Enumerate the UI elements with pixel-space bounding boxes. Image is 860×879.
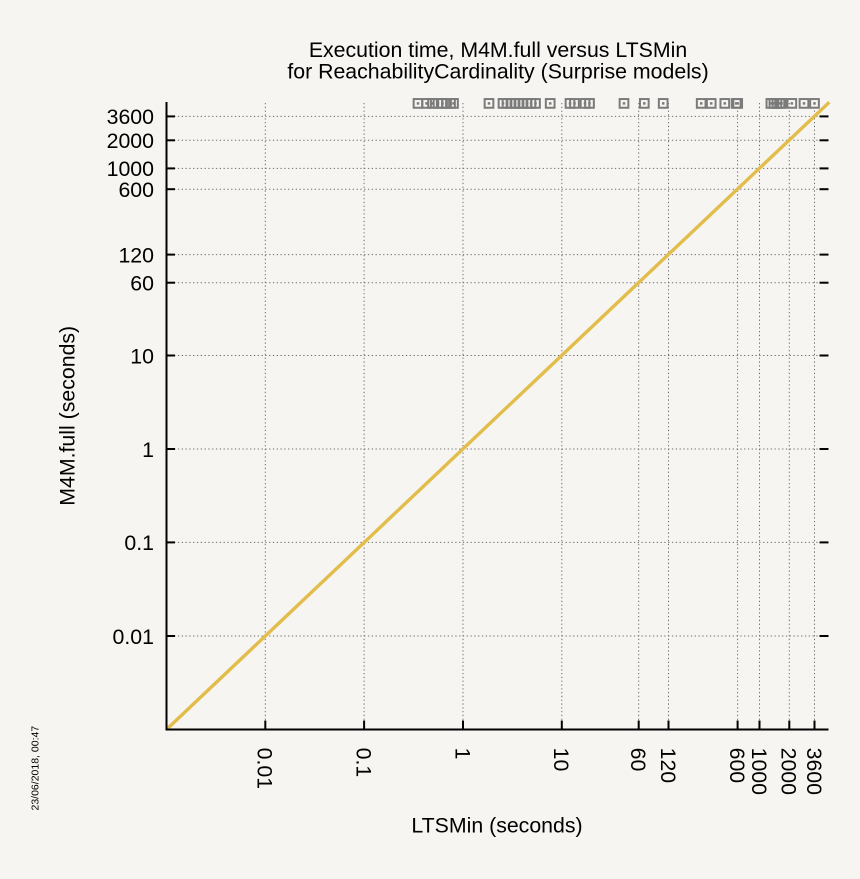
- svg-text:60: 60: [626, 748, 650, 772]
- svg-text:120: 120: [118, 243, 154, 267]
- svg-text:for ReachabilityCardinality (S: for ReachabilityCardinality (Surprise mo…: [287, 60, 708, 84]
- svg-text:2000: 2000: [107, 129, 155, 153]
- svg-text:600: 600: [118, 178, 154, 202]
- svg-text:0.1: 0.1: [124, 531, 154, 555]
- svg-text:2000: 2000: [777, 748, 801, 796]
- svg-text:LTSMin (seconds): LTSMin (seconds): [411, 814, 582, 838]
- svg-text:Execution time, M4M.full versu: Execution time, M4M.full versus LTSMin: [309, 38, 687, 62]
- svg-text:1000: 1000: [747, 748, 771, 796]
- svg-text:1: 1: [450, 748, 474, 760]
- svg-text:10: 10: [130, 344, 154, 368]
- svg-text:600: 600: [725, 748, 749, 784]
- svg-text:60: 60: [130, 272, 154, 296]
- svg-text:3600: 3600: [107, 105, 155, 129]
- svg-text:23/06/2018, 00:47: 23/06/2018, 00:47: [29, 726, 41, 811]
- svg-text:1000: 1000: [107, 157, 155, 181]
- svg-text:0.01: 0.01: [253, 748, 277, 789]
- svg-text:1: 1: [142, 438, 154, 462]
- svg-text:120: 120: [656, 748, 680, 784]
- svg-text:0.01: 0.01: [113, 625, 154, 649]
- svg-text:3600: 3600: [802, 748, 826, 796]
- svg-text:M4M.full (seconds): M4M.full (seconds): [56, 326, 80, 506]
- svg-text:10: 10: [549, 748, 573, 772]
- svg-text:0.1: 0.1: [351, 748, 375, 778]
